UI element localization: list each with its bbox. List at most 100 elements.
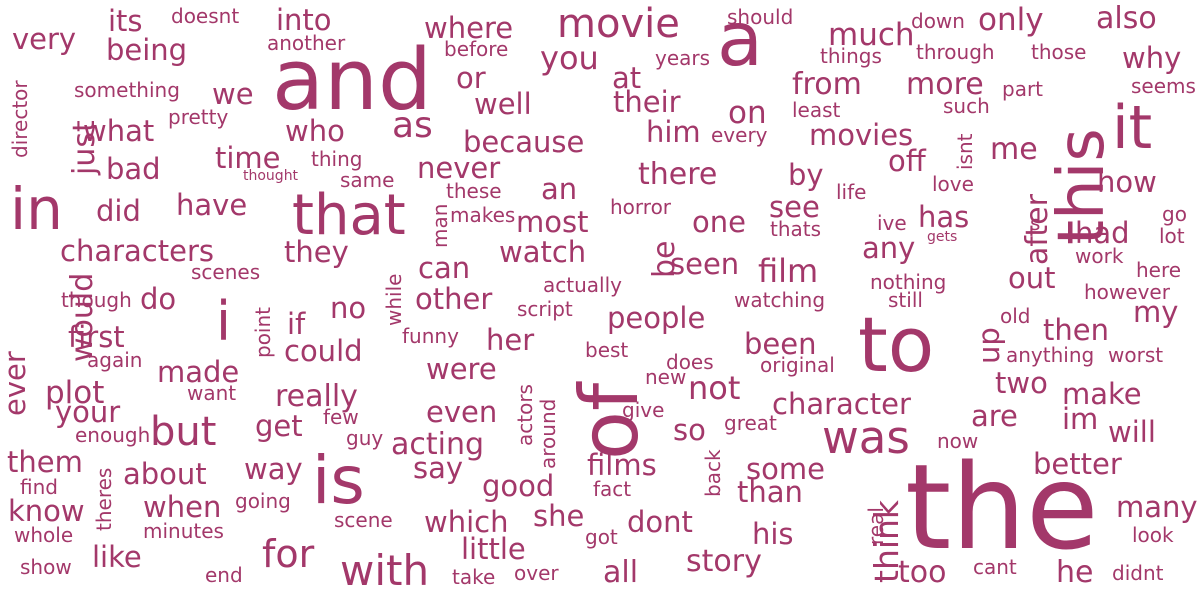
word-actors: actors <box>513 384 537 446</box>
word-man: man <box>428 203 452 248</box>
word-story: story <box>686 544 762 579</box>
word-gets: gets <box>927 229 958 245</box>
word-here: here <box>1136 258 1182 282</box>
word-is: is <box>312 442 365 519</box>
word-nothing: nothing <box>870 270 947 294</box>
word-over: over <box>514 561 559 585</box>
word-director: director <box>8 80 32 158</box>
word-original: original <box>760 353 835 377</box>
word-well: well <box>474 87 532 121</box>
word-then: then <box>1043 313 1109 347</box>
word-minutes: minutes <box>143 519 224 543</box>
word-he: he <box>1056 555 1094 590</box>
word-scene: scene <box>334 508 393 532</box>
word-there: there <box>638 157 718 192</box>
word-part: part <box>1002 77 1044 101</box>
word-anything: anything <box>1006 343 1095 367</box>
word-bad: bad <box>106 152 161 186</box>
word-if: if <box>287 307 306 341</box>
word-now: now <box>937 429 979 453</box>
word-show: show <box>20 555 72 579</box>
word-a: a <box>717 0 763 83</box>
word-have: have <box>176 188 248 222</box>
word-how: how <box>1097 165 1157 199</box>
word-so: so <box>673 413 706 447</box>
word-your: your <box>55 395 121 429</box>
word-things: things <box>820 44 882 68</box>
word-dont: dont <box>627 505 693 539</box>
word-because: because <box>463 125 585 159</box>
word-like: like <box>92 540 142 574</box>
word-work: work <box>1075 244 1124 268</box>
word-whole: whole <box>14 523 74 547</box>
word-only: only <box>978 2 1044 38</box>
word-give: give <box>622 398 665 422</box>
word-my: my <box>1133 295 1179 329</box>
word-acting: acting <box>391 427 485 462</box>
word-his: his <box>752 517 794 551</box>
word-any: any <box>862 231 916 265</box>
word-some: some <box>746 452 825 486</box>
word-has: has <box>918 200 970 234</box>
word-and: and <box>272 31 432 130</box>
word-funny: funny <box>402 324 459 348</box>
word-no: no <box>330 291 367 325</box>
word-me: me <box>990 132 1038 167</box>
word-i: i <box>216 290 232 353</box>
word-isnt: isnt <box>953 133 977 171</box>
word-can: can <box>418 251 471 285</box>
word-still: still <box>888 288 923 312</box>
word-them: them <box>7 445 83 479</box>
word-from: from <box>792 67 862 102</box>
word-through: through <box>916 40 995 64</box>
word-scenes: scenes <box>191 260 261 284</box>
word-years: years <box>655 46 711 70</box>
word-movies: movies <box>809 118 914 152</box>
word-or: or <box>456 61 486 95</box>
word-lot: lot <box>1159 224 1185 248</box>
word-makes: makes <box>450 203 516 227</box>
word-it: it <box>1112 93 1153 163</box>
word-the: the <box>905 438 1099 576</box>
word-they: they <box>284 235 349 269</box>
word-seen: seen <box>670 247 740 281</box>
word-that: that <box>292 183 406 248</box>
word-really: really <box>275 379 358 414</box>
word-end: end <box>205 563 243 587</box>
word-plot: plot <box>45 375 105 411</box>
word-not: not <box>688 369 741 407</box>
word-off: off <box>888 144 926 178</box>
word-see: see <box>769 190 820 224</box>
word-know: know <box>8 494 85 528</box>
word-old: old <box>1000 304 1031 328</box>
word-will: will <box>1108 415 1156 449</box>
word-im: im <box>1062 402 1099 436</box>
word-most: most <box>516 205 589 239</box>
word-love: love <box>932 172 974 196</box>
word-another: another <box>267 31 346 55</box>
word-better: better <box>1033 447 1122 481</box>
word-by: by <box>788 158 824 192</box>
word-was: was <box>822 411 910 464</box>
word-look: look <box>1132 523 1174 547</box>
word-actually: actually <box>543 273 622 297</box>
word-about: about <box>123 457 207 491</box>
word-new: new <box>645 365 687 389</box>
word-who: who <box>285 114 345 148</box>
word-least: least <box>792 98 841 122</box>
word-you: you <box>540 39 599 77</box>
word-point: point <box>251 306 275 358</box>
word-which: which <box>424 505 509 539</box>
word-didnt: didnt <box>1112 561 1164 585</box>
word-one: one <box>692 205 746 239</box>
word-should: should <box>727 5 794 29</box>
word-worst: worst <box>1108 343 1164 367</box>
word-too: too <box>898 555 947 590</box>
word-again: again <box>87 348 143 372</box>
word-few: few <box>323 405 359 429</box>
word-more: more <box>906 67 984 102</box>
word-get: get <box>255 409 303 443</box>
word-down: down <box>911 9 965 33</box>
word-time: time <box>215 141 281 175</box>
